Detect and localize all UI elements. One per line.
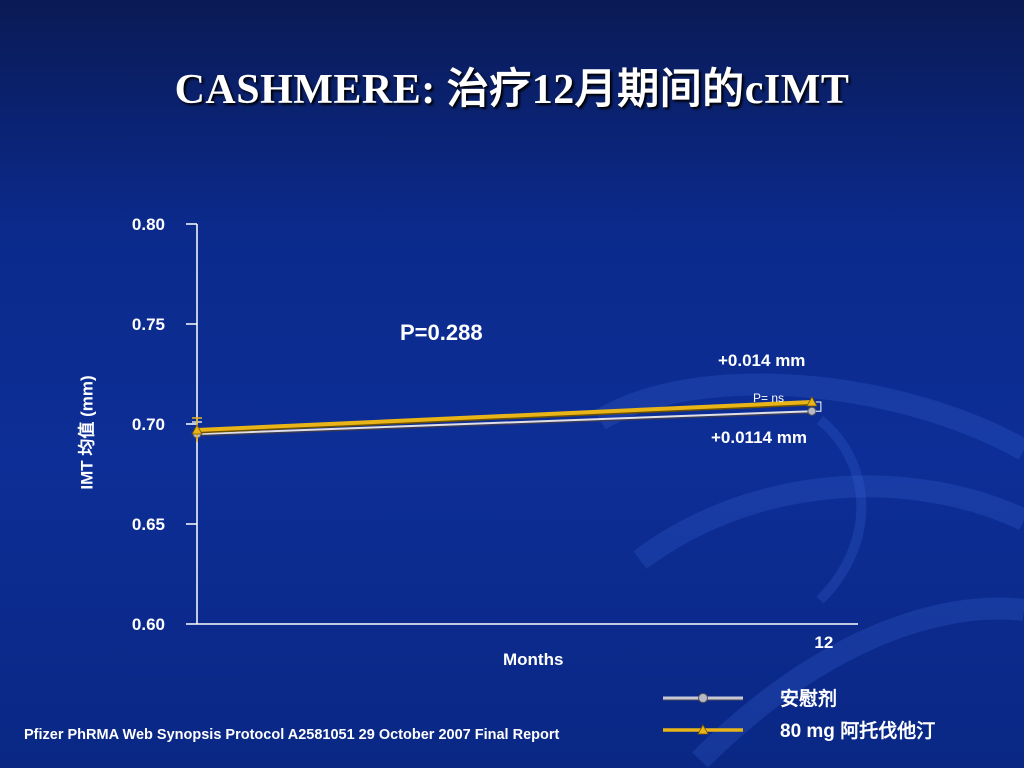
placebo-change-label: +0.0114 mm bbox=[711, 428, 807, 447]
series-atorvastatin-point bbox=[191, 424, 203, 435]
y-tick-label: 0.75 bbox=[132, 315, 165, 334]
y-tick-label: 0.70 bbox=[132, 415, 165, 434]
source-footer: Pfizer PhRMA Web Synopsis Protocol A2581… bbox=[24, 727, 560, 743]
y-tick-label: 0.65 bbox=[132, 515, 165, 534]
between-group-ns-label: P= ns bbox=[753, 391, 785, 405]
legend-label-atorvastatin: 80 mg 阿托伐他汀 bbox=[780, 721, 936, 742]
series-placebo-point bbox=[807, 406, 817, 416]
y-axis-label: IMT 均值 (mm) bbox=[77, 375, 97, 490]
series-atorvastatin-line bbox=[196, 400, 812, 432]
atorvastatin-change-label: +0.014 mm bbox=[718, 351, 806, 370]
legend-item-atorvastatin: 80 mg 阿托伐他汀 bbox=[662, 716, 935, 743]
legend-atorvastatin-swatch bbox=[663, 723, 743, 734]
series-atorvastatin-point bbox=[806, 396, 818, 407]
series-placebo-shadow bbox=[196, 411, 812, 437]
series-placebo-line bbox=[196, 410, 812, 435]
legend-item-placebo: 安慰剂 bbox=[662, 684, 837, 711]
legend-label-placebo: 安慰剂 bbox=[780, 689, 838, 710]
y-tick-label: 0.80 bbox=[132, 215, 165, 234]
ns-bracket bbox=[815, 401, 822, 412]
y-tick-label: 0.60 bbox=[132, 615, 165, 634]
legend-placebo-swatch bbox=[663, 692, 743, 703]
x-axis-label: Months bbox=[503, 650, 564, 669]
x-tick-label: 12 bbox=[814, 633, 833, 652]
slide-title: CASHMERE: 治疗12月期间的cIMT bbox=[174, 67, 850, 113]
p-value-label: P=0.288 bbox=[400, 320, 483, 345]
